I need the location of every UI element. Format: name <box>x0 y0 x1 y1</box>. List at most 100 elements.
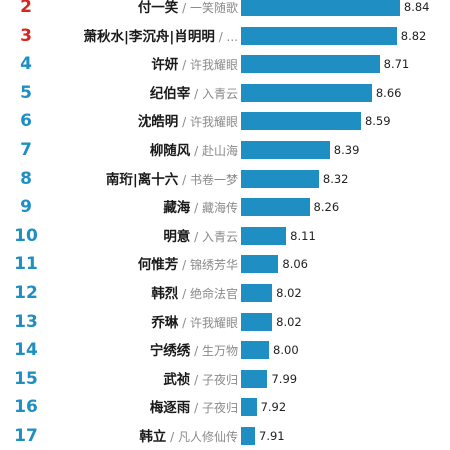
rank-number: 12 <box>14 283 38 303</box>
bar <box>241 83 372 102</box>
bar <box>241 55 380 74</box>
drama-title: / 绝命法官 <box>178 287 238 301</box>
rank-number: 4 <box>20 54 32 75</box>
rank-number: 11 <box>14 254 38 275</box>
bar <box>241 0 400 16</box>
value-label: 8.39 <box>333 143 360 157</box>
character-name: 南珩|离十六 <box>105 171 179 188</box>
drama-title: / 许我耀眼 <box>178 115 238 130</box>
chart-row: 3 萧秋水|李沉舟|肖明明 / ... 8.82 <box>0 23 450 49</box>
character-name: 韩烈 <box>151 286 179 302</box>
bar <box>241 284 273 302</box>
character-name: 付一笑 <box>137 0 179 16</box>
bar <box>241 226 287 245</box>
rank-number: 13 <box>14 311 38 332</box>
character-name: 武祯 <box>163 371 191 388</box>
category-label: 韩烈 / 绝命法官 <box>52 280 238 306</box>
value-label: 8.11 <box>290 228 316 243</box>
category-label: 南珩|离十六 / 书卷一梦 <box>52 166 238 192</box>
category-label: 许妍 / 许我耀眼 <box>52 51 238 77</box>
value-label: 8.02 <box>276 286 302 300</box>
rank-number: 7 <box>20 140 32 160</box>
value-label: 8.66 <box>375 85 402 100</box>
category-label: 藏海 / 藏海传 <box>52 194 238 220</box>
character-name: 韩立 <box>139 429 167 445</box>
rank-number: 16 <box>14 397 38 418</box>
category-label: 明意 / 入青云 <box>52 223 238 249</box>
drama-title: / 入青云 <box>190 229 238 244</box>
chart-row: 10 明意 / 入青云 8.11 <box>0 223 450 249</box>
character-name: 明意 <box>163 228 191 245</box>
chart-row: 15 武祯 / 子夜归 7.99 <box>0 366 450 392</box>
value-label: 8.71 <box>383 57 410 72</box>
category-label: 纪伯宰 / 入青云 <box>52 80 238 106</box>
category-label: 韩立 / 凡人修仙传 <box>52 423 238 449</box>
bar <box>241 26 397 45</box>
chart-row: 17 韩立 / 凡人修仙传 7.91 <box>0 423 450 449</box>
chart-row: 12 韩烈 / 绝命法官 8.02 <box>0 280 450 306</box>
rank-number: 14 <box>14 340 38 361</box>
bar <box>241 198 310 217</box>
bar <box>241 369 268 388</box>
category-label: 乔琳 / 许我耀眼 <box>52 309 238 335</box>
rank-number: 15 <box>14 368 38 389</box>
category-label: 付一笑 / 一笑随歌 <box>52 0 238 20</box>
rank-number: 5 <box>20 82 32 103</box>
drama-title: / 书卷一梦 <box>178 172 238 187</box>
character-name: 许妍 <box>151 57 179 74</box>
bar <box>241 398 257 417</box>
value-label: 8.26 <box>313 200 340 215</box>
drama-title: / 子夜归 <box>190 401 238 416</box>
character-name: 藏海 <box>163 200 191 217</box>
bar <box>241 255 279 274</box>
chart-row: 5 纪伯宰 / 入青云 8.66 <box>0 80 450 106</box>
drama-title: / ... <box>214 29 238 44</box>
drama-title: / 藏海传 <box>190 201 238 216</box>
chart-row: 6 沈皓明 / 许我耀眼 8.59 <box>0 108 450 134</box>
value-label: 8.00 <box>273 343 299 358</box>
character-name: 梅逐雨 <box>149 400 191 417</box>
category-label: 柳随风 / 赴山海 <box>52 137 238 163</box>
character-name: 纪伯宰 <box>149 85 191 102</box>
rank-number: 10 <box>14 225 38 246</box>
chart-row: 16 梅逐雨 / 子夜归 7.92 <box>0 394 450 420</box>
character-name: 宁绣绣 <box>149 343 191 360</box>
category-label: 何惟芳 / 锦绣芳华 <box>52 251 238 277</box>
chart-row: 14 宁绣绣 / 生万物 8.00 <box>0 337 450 363</box>
drama-title: / 一笑随歌 <box>178 1 238 15</box>
drama-title: / 入青云 <box>190 86 238 101</box>
drama-title: / 锦绣芳华 <box>178 258 238 273</box>
chart-row: 4 许妍 / 许我耀眼 8.71 <box>0 51 450 77</box>
character-name: 乔琳 <box>151 314 179 331</box>
value-label: 7.91 <box>259 429 285 443</box>
chart-row: 8 南珩|离十六 / 书卷一梦 8.32 <box>0 166 450 192</box>
rank-number: 6 <box>20 111 32 132</box>
value-label: 8.06 <box>282 257 308 272</box>
bar <box>241 141 330 159</box>
drama-title: / 许我耀眼 <box>178 315 238 330</box>
category-label: 沈皓明 / 许我耀眼 <box>52 108 238 134</box>
bar <box>241 427 256 445</box>
chart-row: 2 付一笑 / 一笑随歌 8.84 <box>0 0 450 20</box>
chart-row: 11 何惟芳 / 锦绣芳华 8.06 <box>0 251 450 277</box>
bar <box>241 341 270 360</box>
category-label: 武祯 / 子夜归 <box>52 366 238 392</box>
character-name: 柳随风 <box>149 143 191 159</box>
rank-number: 9 <box>20 197 32 218</box>
drama-title: / 凡人修仙传 <box>166 430 238 444</box>
value-label: 7.99 <box>271 371 298 386</box>
chart-row: 7 柳随风 / 赴山海 8.39 <box>0 137 450 163</box>
value-label: 8.32 <box>322 171 349 186</box>
chart-row: 13 乔琳 / 许我耀眼 8.02 <box>0 309 450 335</box>
drama-title: / 许我耀眼 <box>178 58 238 73</box>
category-label: 梅逐雨 / 子夜归 <box>52 394 238 420</box>
drama-title: / 子夜归 <box>190 372 238 387</box>
character-name: 何惟芳 <box>137 257 179 274</box>
drama-title: / 赴山海 <box>190 144 238 158</box>
bar <box>241 112 361 131</box>
drama-title: / 生万物 <box>190 344 238 359</box>
value-label: 8.59 <box>364 114 391 129</box>
rank-number: 8 <box>20 168 32 189</box>
character-name: 萧秋水|李沉舟|肖明明 <box>83 28 215 45</box>
rank-number: 17 <box>14 426 38 446</box>
